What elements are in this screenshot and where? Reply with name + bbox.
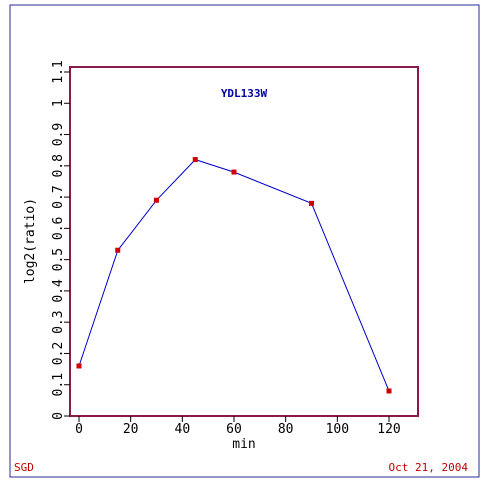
y-tick-label: 0.4 [51, 279, 66, 303]
y-tick-label: 0.5 [51, 248, 66, 271]
y-tick-label: 1.1 [51, 60, 66, 83]
footer-date: Oct 21, 2004 [389, 461, 469, 474]
x-ticks: 0 20 40 60 80 100 120 [75, 416, 401, 437]
x-tick-label: 40 [175, 422, 191, 437]
x-tick-label: 20 [123, 422, 139, 437]
y-tick-label: 0.2 [51, 342, 66, 365]
data-point [386, 388, 392, 394]
data-point [231, 169, 237, 175]
x-tick-label: 80 [278, 422, 294, 437]
data-point [309, 200, 314, 206]
data-point [192, 157, 198, 163]
y-tick-label: 0.3 [51, 310, 66, 333]
y-ticks: 0 0.1 0.2 0.3 0.4 0.5 0.6 0.7 0.8 0.9 1 1.1 [51, 60, 70, 420]
x-tick-label: 100 [326, 422, 349, 437]
y-tick-label: 0.7 [51, 185, 66, 208]
y-tick-label: 1 [51, 99, 66, 107]
y-axis-title: log2(ratio) [23, 198, 38, 284]
data-markers [76, 157, 392, 394]
y-tick-label: 0.1 [51, 373, 66, 396]
data-point [115, 247, 121, 253]
x-tick-label: 60 [226, 422, 242, 437]
y-tick-label: 0.9 [51, 123, 66, 146]
plot-area [69, 66, 419, 417]
y-tick-label: 0.6 [51, 217, 66, 240]
data-point [76, 363, 82, 369]
footer-source: SGD [14, 461, 34, 474]
x-tick-label: 120 [377, 422, 400, 437]
y-tick-label: 0 [51, 412, 66, 420]
x-axis-title: min [232, 437, 255, 452]
x-tick-label: 0 [75, 422, 83, 437]
data-point [154, 197, 159, 203]
y-tick-label: 0.8 [51, 154, 66, 177]
chart-title: YDL133W [221, 87, 268, 100]
